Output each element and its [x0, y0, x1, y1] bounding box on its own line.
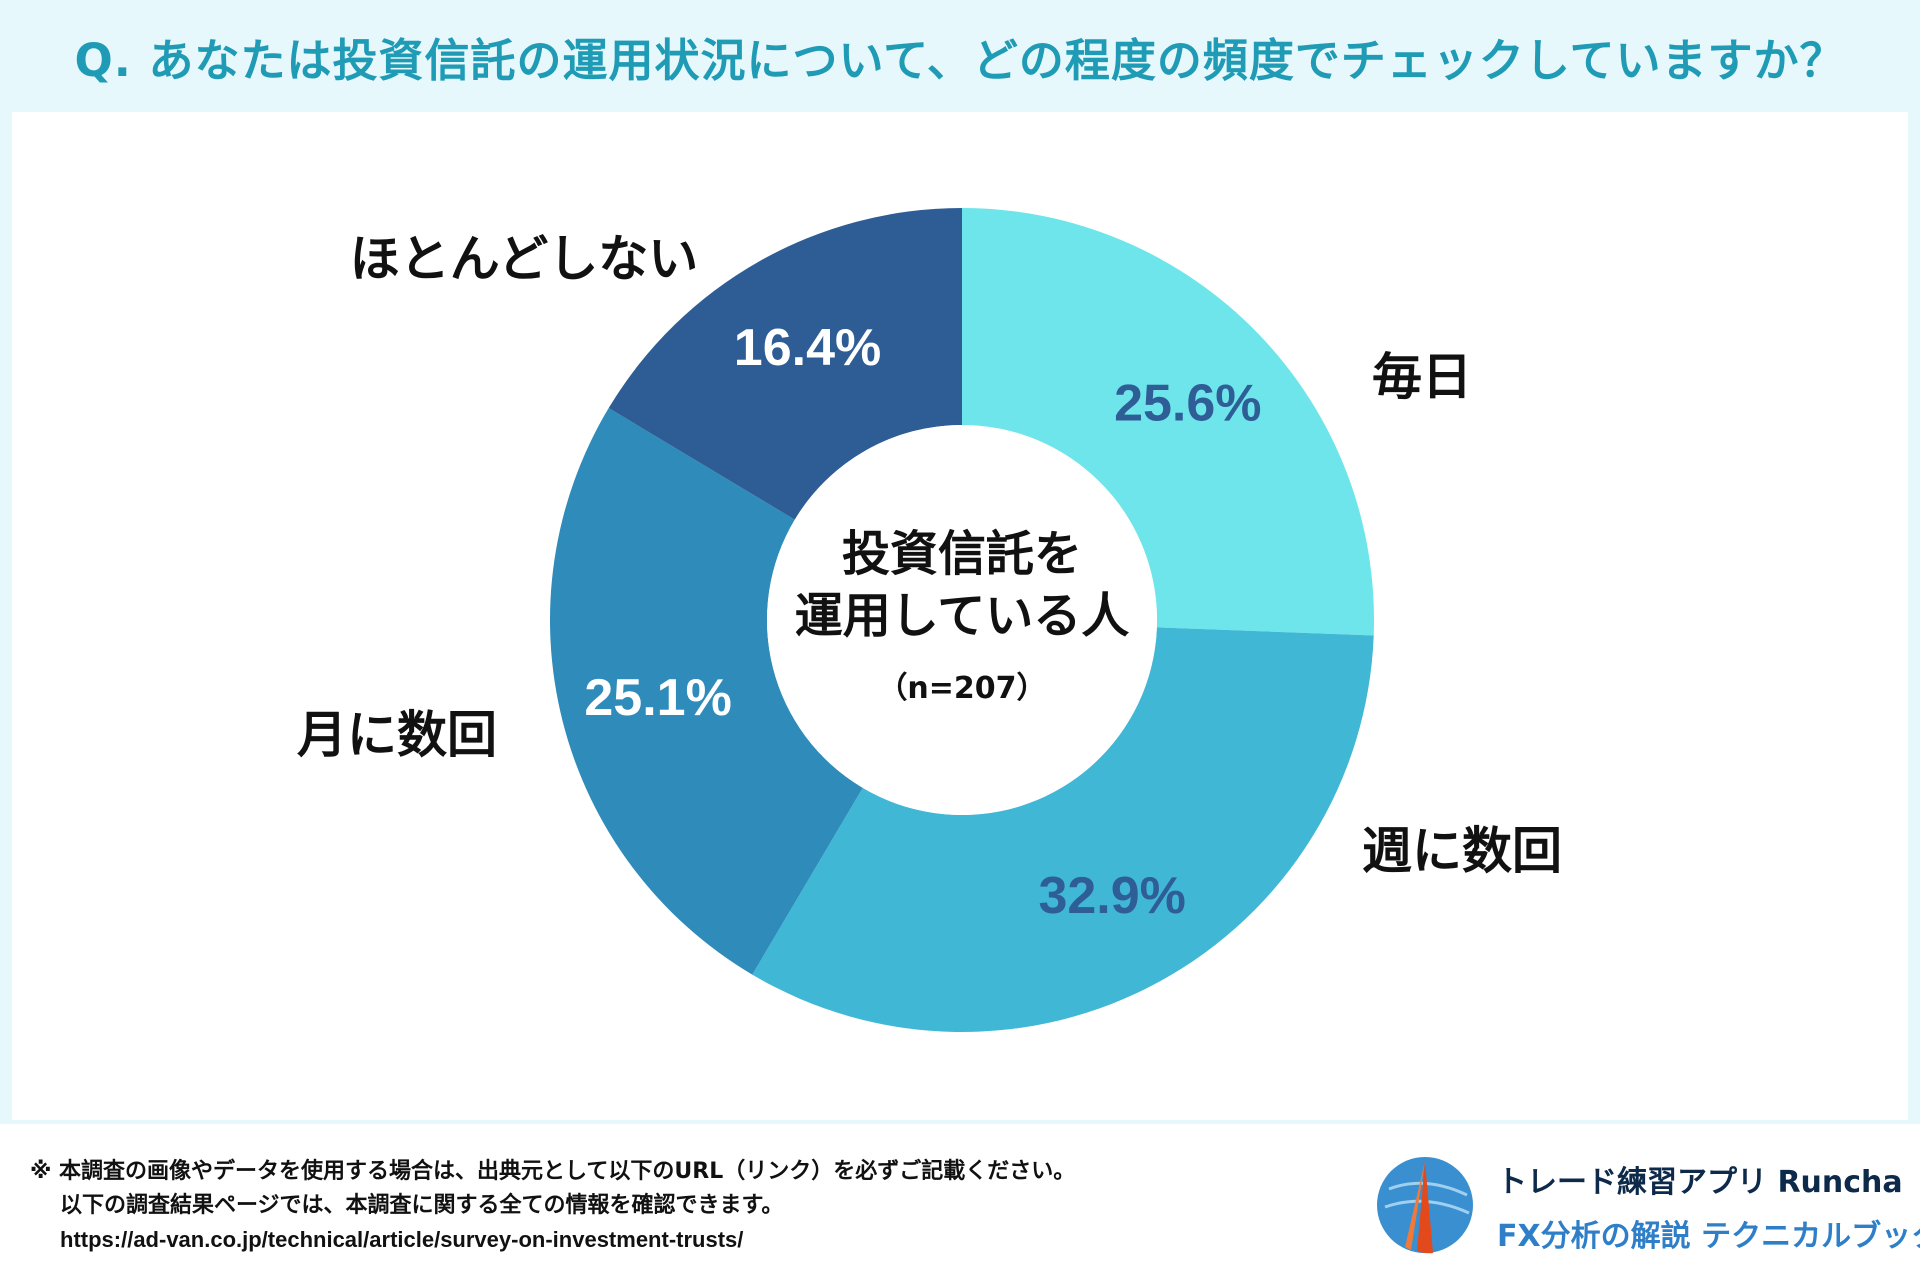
brand-block: トレード練習アプリ Runcha FX分析の解説 テクニカルブック	[1375, 1155, 1920, 1265]
chart-panel: 25.6% 毎日 32.9% 週に数回 25.1% 月に数回 16.4% ほとんどしない 投資…	[12, 112, 1908, 1120]
value-label-daily: 25.6%	[1114, 375, 1261, 433]
donut-hole	[767, 425, 1157, 815]
center-sample-size: （n=207）	[877, 671, 1046, 706]
slice-weekly	[752, 627, 1374, 1032]
header-bar: Q. あなたは投資信託の運用状況について、どの程度の頻度でチェックしていますか？	[0, 0, 1920, 112]
donut-center: 投資信託を 運用している人 （n=207）	[795, 526, 1130, 706]
footer-notes: ※ 本調査の画像やデータを使用する場合は、出典元として以下のURL（リンク）を必…	[30, 1155, 1330, 1257]
category-label-daily: 毎日	[1372, 348, 1472, 406]
center-line2: 運用している人	[795, 588, 1130, 644]
info-note: 以下の調査結果ページでは、本調査に関する全ての情報を確認できます。	[60, 1193, 784, 1218]
slice-daily	[962, 208, 1375, 636]
category-label-monthly: 月に数回	[297, 706, 497, 764]
slice-rarely	[608, 208, 962, 520]
question-title: Q. あなたは投資信託の運用状況について、どの程度の頻度でチェックしていますか？	[74, 33, 1846, 87]
chart-frame: 25.6% 毎日 32.9% 週に数回 25.1% 月に数回 16.4% ほとんどしない 投資…	[0, 112, 1920, 1124]
usage-note: ※ 本調査の画像やデータを使用する場合は、出典元として以下のURL（リンク）を必…	[30, 1159, 1076, 1184]
category-label-rarely: ほとんどしない	[350, 230, 699, 288]
value-label-rarely: 16.4%	[734, 319, 881, 377]
center-line1: 投資信託を	[842, 526, 1082, 582]
slice-monthly	[550, 408, 863, 975]
value-label-monthly: 25.1%	[584, 669, 731, 727]
brand-name: トレード練習アプリ Runcha	[1497, 1165, 1903, 1200]
brand-tagline: FX分析の解説 テクニカルブック	[1497, 1219, 1920, 1254]
category-label-weekly: 週に数回	[1362, 822, 1562, 880]
source-url[interactable]: https://ad-van.co.jp/technical/article/s…	[60, 1227, 744, 1252]
value-label-weekly: 32.9%	[1038, 867, 1185, 925]
donut-chart: 25.6% 毎日 32.9% 週に数回 25.1% 月に数回 16.4% ほとんどしない 投資…	[297, 208, 1562, 1032]
runcha-logo-icon	[1377, 1157, 1473, 1254]
